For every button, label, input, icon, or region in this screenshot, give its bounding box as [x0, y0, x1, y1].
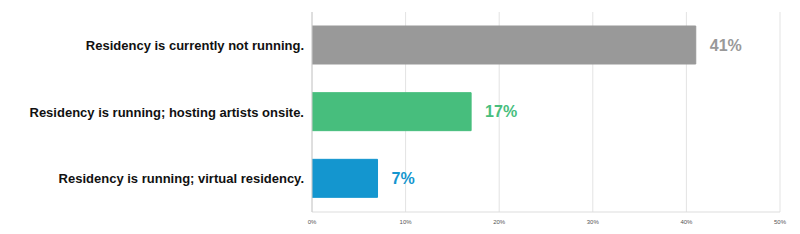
svg-text:0%: 0%: [308, 219, 317, 225]
svg-text:50%: 50%: [774, 219, 787, 225]
svg-text:30%: 30%: [587, 219, 600, 225]
svg-text:7%: 7%: [392, 170, 415, 187]
svg-text:17%: 17%: [485, 103, 517, 120]
svg-text:Residency is running; virtual: Residency is running; virtual residency.: [59, 171, 304, 186]
svg-text:40%: 40%: [680, 219, 693, 225]
svg-text:Residency is running; hosting: Residency is running; hosting artists on…: [30, 105, 305, 120]
svg-text:Residency is currently not run: Residency is currently not running.: [86, 38, 304, 53]
svg-text:41%: 41%: [710, 37, 742, 54]
svg-text:20%: 20%: [493, 219, 506, 225]
svg-text:10%: 10%: [400, 219, 413, 225]
